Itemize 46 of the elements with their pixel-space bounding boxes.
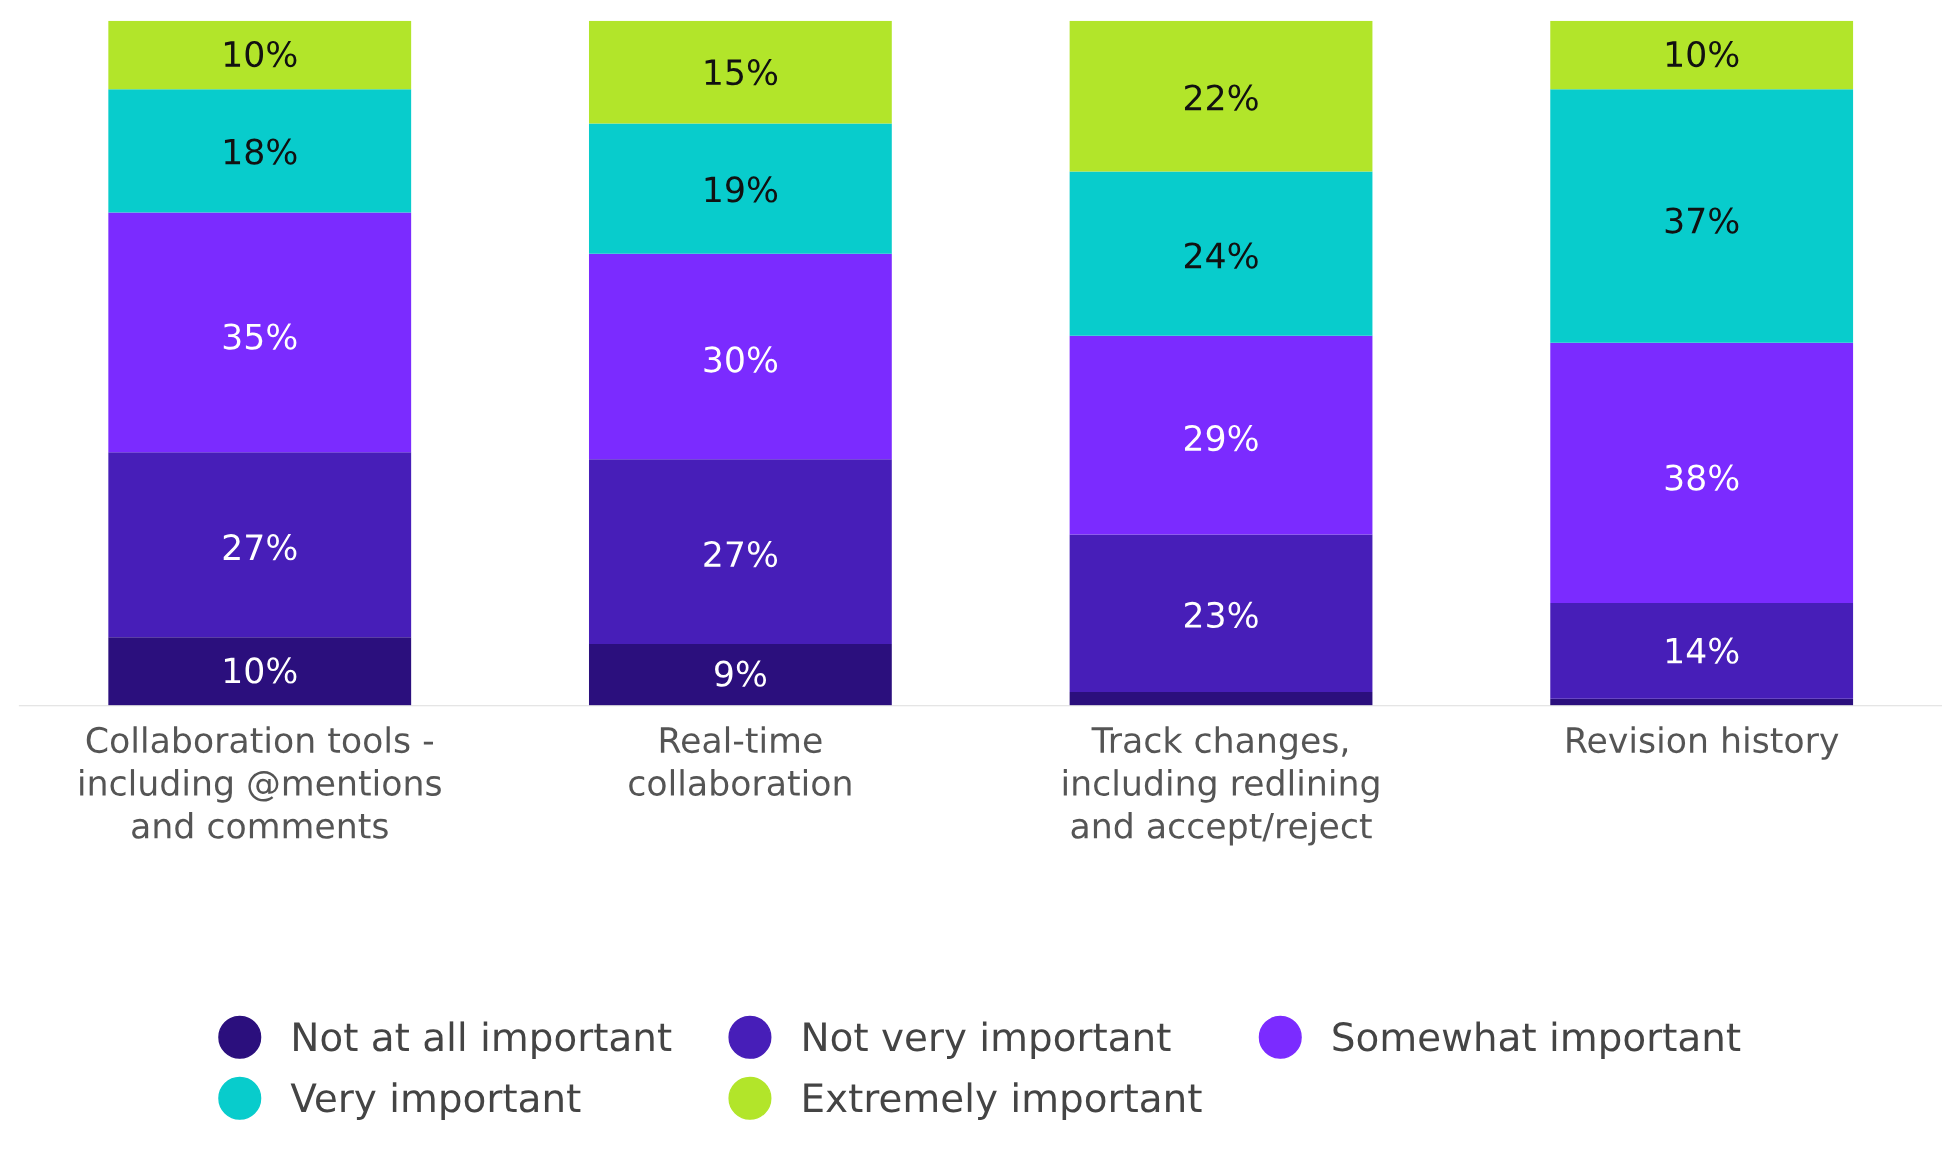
- legend-label: Somewhat important: [1333, 1021, 1741, 1060]
- bar: [588, 123, 892, 254]
- legend-label: Not very important: [804, 1021, 1171, 1060]
- bar: [1069, 534, 1373, 693]
- data-label: 27%: [704, 540, 778, 568]
- bar: [588, 253, 892, 460]
- data-label: 38%: [1665, 464, 1739, 491]
- data-label: 15%: [705, 59, 778, 86]
- bar: [1069, 171, 1373, 336]
- data-label: 23%: [1184, 601, 1258, 629]
- x-tick-label: Collaboration tools - including @mentions and comments: [80, 726, 441, 839]
- bar: [1550, 602, 1854, 699]
- bar: [1550, 20, 1854, 90]
- data-label: 22%: [1184, 84, 1258, 111]
- legend-label: Extremely important: [804, 1082, 1202, 1120]
- bar: [108, 452, 412, 638]
- data-label: 27%: [223, 534, 297, 561]
- bar: [588, 644, 892, 706]
- data-label: 10%: [1666, 40, 1739, 68]
- bar: [108, 637, 412, 706]
- bar: [1069, 20, 1373, 172]
- data-label: 37%: [1665, 207, 1739, 234]
- data-label: 19%: [705, 176, 778, 203]
- legend-label: Not at all important: [294, 1021, 672, 1060]
- data-label: 9%: [715, 660, 767, 687]
- data-label: 18%: [224, 138, 297, 165]
- x-tick-label: Track changes, including redlining and accept/reject: [1063, 726, 1379, 846]
- data-label: 14%: [1666, 637, 1739, 664]
- data-label: 10%: [224, 40, 297, 68]
- bar: [108, 20, 412, 90]
- bar: [108, 89, 412, 213]
- legend-label: Very important: [290, 1082, 581, 1120]
- bar: [1069, 335, 1373, 535]
- data-label: 30%: [704, 346, 778, 373]
- bar: [108, 212, 412, 453]
- data-label: 29%: [1184, 424, 1258, 452]
- data-label: 10%: [224, 657, 297, 684]
- data-label: 24%: [1184, 242, 1258, 269]
- data-label: 35%: [223, 323, 297, 350]
- bar: [1550, 89, 1854, 343]
- bar: [588, 459, 892, 645]
- x-tick-label: Revision history: [1567, 726, 1839, 760]
- x-tick-label: Real-time collaboration: [629, 726, 851, 796]
- bar: [588, 20, 892, 124]
- bar: [1550, 342, 1854, 603]
- bar: [1069, 692, 1373, 706]
